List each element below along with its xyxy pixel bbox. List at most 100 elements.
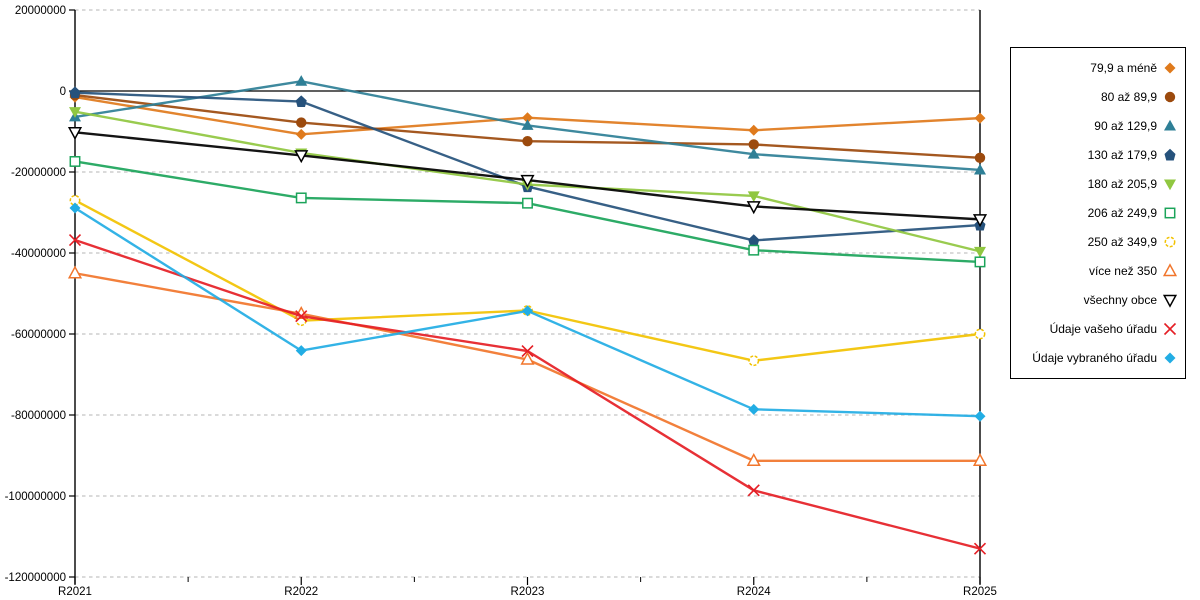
data-point: [748, 139, 759, 150]
legend-item-label: všechny obce: [1083, 293, 1157, 308]
legend-item-2[interactable]: 90 až 129,9: [1015, 118, 1178, 134]
data-point: [748, 234, 760, 246]
data-point: [748, 244, 760, 256]
legend-marker: [1164, 91, 1176, 102]
legend-item-4[interactable]: 180 až 205,9: [1015, 176, 1178, 192]
legend-item-label: 90 až 129,9: [1094, 118, 1157, 133]
x-axis-tick-label: R2023: [511, 586, 545, 598]
legend-item-1[interactable]: 80 až 89,9: [1015, 89, 1178, 105]
diamond-filled-icon: [974, 410, 986, 422]
data-point: [747, 484, 760, 497]
data-point: [520, 351, 535, 365]
data-point: [295, 128, 307, 140]
legend-item-label: více než 350: [1088, 264, 1157, 279]
circle-filled-icon: [974, 152, 986, 164]
legend-item-label: 79,9 a méně: [1090, 60, 1157, 75]
circle-open-icon: [974, 328, 986, 340]
legend-marker: [1164, 119, 1176, 131]
data-point: [294, 150, 309, 164]
triangle-up-open-icon: [1162, 263, 1178, 277]
data-point: [748, 355, 760, 367]
series-line-7: [74, 272, 980, 462]
diamond-filled-icon: [748, 403, 760, 415]
series-9: [68, 233, 987, 555]
x-axis-tick-label: R2022: [284, 586, 318, 598]
circle-open-icon: [1164, 236, 1176, 248]
y-axis-tick-label: -120000000: [5, 572, 66, 584]
x-axis-tick-label: R2024: [737, 586, 771, 598]
y-axis-tick-label: -20000000: [11, 167, 66, 179]
legend-item-0[interactable]: 79,9 a méně: [1015, 60, 1178, 76]
diamond-filled-icon: [522, 305, 533, 317]
legend-item-label: 180 až 205,9: [1087, 176, 1157, 191]
triangle-down-open-icon: [294, 150, 309, 164]
square-open-icon: [69, 156, 81, 167]
data-point: [972, 214, 988, 228]
data-point: [973, 542, 987, 555]
legend-item-label: 250 až 349,9: [1087, 235, 1157, 249]
x-icon: [521, 344, 534, 358]
legend-item-5[interactable]: 206 až 249,9: [1015, 205, 1178, 221]
legend-item-3[interactable]: 130 až 179,9: [1015, 147, 1178, 163]
legend-marker: [1164, 179, 1176, 191]
legend-item-8[interactable]: všechny obce: [1015, 292, 1178, 308]
pentagon-filled-icon: [295, 95, 307, 108]
triangle-down-open-icon: [67, 127, 83, 141]
legend-marker: [1164, 148, 1176, 161]
diamond-filled-icon: [1164, 62, 1176, 74]
triangle-up-open-icon: [972, 452, 988, 467]
data-point: [296, 117, 307, 128]
data-point: [67, 265, 83, 279]
data-point: [748, 124, 760, 136]
triangle-up-filled-icon: [521, 119, 534, 130]
series-5: [69, 156, 986, 268]
diamond-filled-icon: [295, 345, 307, 357]
triangle-up-filled-icon: [295, 75, 308, 86]
triangle-down-open-icon: [746, 201, 761, 215]
x-icon: [747, 484, 760, 497]
triangle-up-open-icon: [746, 452, 761, 467]
triangle-down-filled-icon: [974, 246, 986, 258]
legend-item-7[interactable]: více než 350: [1015, 263, 1178, 279]
data-point: [748, 403, 760, 415]
series-line-6: [74, 199, 981, 362]
series-7: [67, 265, 988, 467]
circle-filled-icon: [296, 117, 307, 128]
circle-filled-icon: [522, 136, 533, 147]
triangle-down-filled-icon: [1164, 179, 1176, 191]
data-point: [974, 152, 986, 164]
legend-item-6[interactable]: 250 až 349,9: [1015, 234, 1178, 250]
data-point: [747, 147, 760, 159]
legend-marker: [1164, 352, 1176, 364]
data-point: [522, 136, 533, 147]
circle-filled-icon: [748, 139, 759, 150]
data-point: [295, 345, 307, 357]
data-point: [522, 112, 533, 124]
square-open-icon: [1164, 207, 1176, 219]
data-point: [974, 256, 986, 268]
x-axis-tick-label: R2025: [963, 586, 997, 598]
legend-item-label: 80 až 89,9: [1100, 89, 1157, 104]
data-point: [520, 174, 535, 188]
legend-marker: [1162, 294, 1178, 308]
triangle-up-open-icon: [67, 265, 83, 279]
triangle-down-filled-icon: [69, 107, 81, 118]
legend-item-label: 130 až 179,9: [1087, 147, 1157, 162]
pentagon-filled-icon: [1164, 148, 1176, 161]
triangle-down-open-icon: [972, 214, 988, 228]
y-axis-tick-label: -40000000: [11, 248, 66, 260]
legend-item-10[interactable]: Údaje vybraného úřadu: [1015, 350, 1178, 366]
series-line-9: [74, 238, 981, 550]
triangle-up-filled-icon: [1164, 119, 1176, 131]
series-0: [69, 91, 986, 140]
legend-marker: [1164, 236, 1176, 248]
data-point: [295, 95, 307, 108]
data-point: [69, 86, 81, 99]
x-icon: [973, 542, 987, 555]
data-point: [974, 246, 986, 258]
legend-item-9[interactable]: Údaje vašeho úřadu: [1015, 321, 1178, 337]
triangle-down-open-icon: [1162, 294, 1178, 308]
data-point: [974, 112, 986, 124]
